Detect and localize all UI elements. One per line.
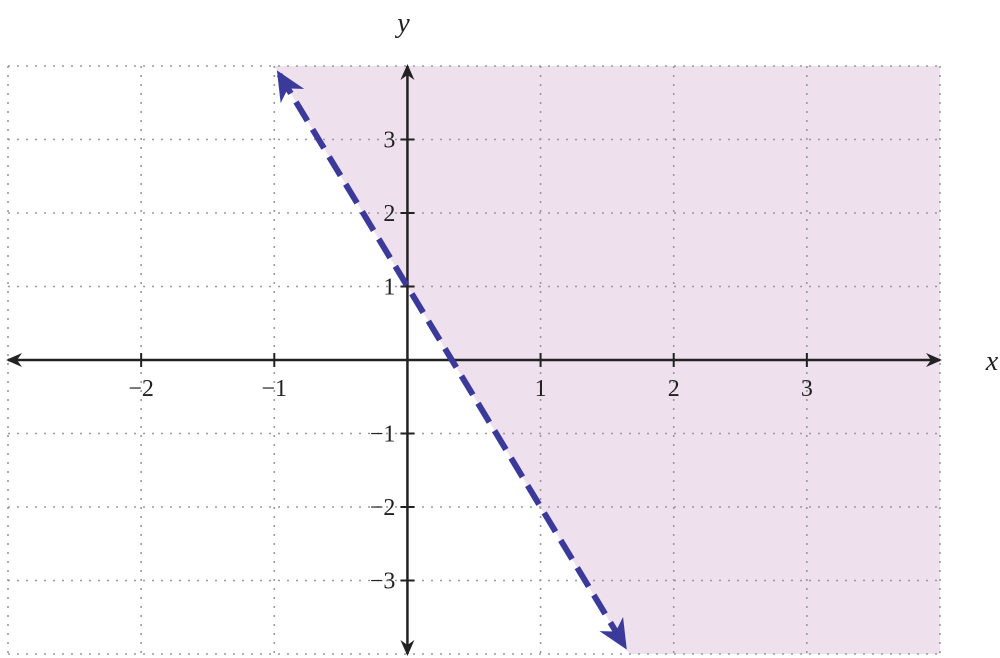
y-tick-label: 1 (383, 275, 395, 301)
y-tick-label: 2 (383, 201, 395, 227)
x-tick-label: 1 (535, 376, 547, 402)
y-tick-label: −2 (370, 495, 396, 521)
y-tick-label: −3 (370, 569, 396, 595)
boundary-line (276, 70, 627, 650)
x-tick-label: 2 (668, 376, 680, 402)
y-axis-label: y (394, 8, 410, 39)
x-tick-label: 3 (801, 376, 813, 402)
x-tick-label: −1 (262, 376, 288, 402)
y-tick-label: −1 (370, 422, 396, 448)
x-axis-label: x (985, 346, 999, 377)
x-tick-label: −2 (128, 376, 154, 402)
y-tick-label: 3 (383, 128, 395, 154)
